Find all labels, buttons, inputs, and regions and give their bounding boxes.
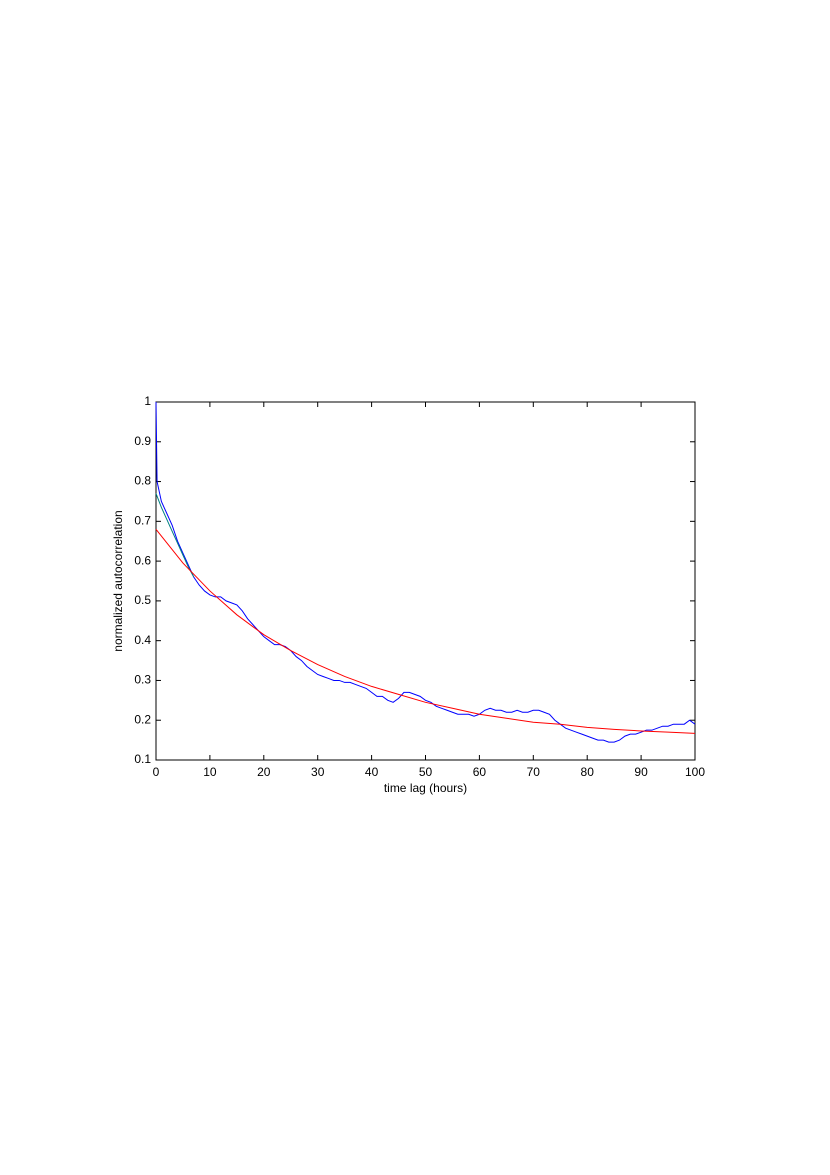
y-tick-label: 0.3 (134, 673, 151, 687)
x-tick-label: 30 (311, 765, 325, 779)
y-tick-label: 0.1 (134, 752, 151, 766)
x-tick-label: 50 (419, 765, 433, 779)
y-tick-label: 1 (144, 394, 151, 408)
x-tick-label: 20 (257, 765, 271, 779)
line-series (155, 528, 696, 734)
x-tick-label: 90 (634, 765, 648, 779)
y-tick-label: 0.6 (134, 553, 151, 567)
x-tick-label: 70 (527, 765, 541, 779)
y-tick-label: 0.8 (134, 474, 151, 488)
line-series (155, 401, 696, 743)
x-tick-label: 40 (365, 765, 379, 779)
y-tick-label: 0.4 (134, 633, 151, 647)
y-tick-label: 0.2 (134, 712, 151, 726)
x-axis-label: time lag (hours) (384, 781, 467, 795)
y-tick-label: 0.7 (134, 514, 151, 528)
x-tick-label: 80 (581, 765, 595, 779)
y-tick-label: 0.9 (134, 434, 151, 448)
x-tick-label: 0 (153, 765, 160, 779)
y-tick-label: 0.5 (134, 593, 151, 607)
line-series (155, 493, 195, 578)
y-axis-label: normalized autocorrelation (111, 510, 125, 651)
plot-frame (155, 401, 696, 761)
x-tick-label: 100 (685, 765, 705, 779)
x-tick-label: 60 (473, 765, 487, 779)
x-tick-label: 10 (203, 765, 217, 779)
